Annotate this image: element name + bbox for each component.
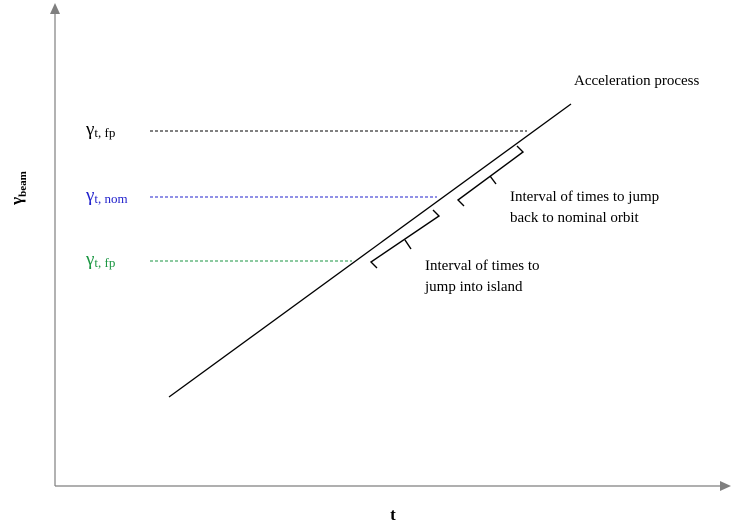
bracket-lower-label: Interval of times to jump into island: [424, 258, 543, 295]
bracket-lower-line2: jump into island: [424, 279, 523, 295]
axes: [50, 3, 731, 491]
level-label-fp-bottom-sub: t, fp: [94, 255, 115, 270]
x-axis-arrow: [720, 481, 731, 491]
level-label-fp-bottom-main: γ: [85, 249, 94, 270]
bracket-upper-line2: back to nominal orbit: [510, 210, 640, 226]
bracket-upper-line1: Interval of times to jump: [510, 189, 659, 205]
bracket-lower: [369, 209, 441, 269]
x-axis-label: t: [390, 505, 396, 524]
acceleration-process-label: Acceleration process: [574, 73, 700, 89]
bracket-lower-tick: [404, 239, 412, 250]
bracket-upper-label: Interval of times to jump back to nomina…: [510, 189, 663, 226]
y-axis-label: γbeam: [7, 171, 29, 206]
level-label-nom-main: γ: [85, 185, 94, 206]
level-label-fp-top: γt, fp: [85, 119, 115, 140]
acceleration-line: [168, 103, 572, 398]
level-label-fp-top-sub: t, fp: [94, 125, 115, 140]
level-label-fp-top-main: γ: [85, 119, 94, 140]
y-axis-label-sub: beam: [17, 171, 29, 197]
level-label-fp-bottom: γt, fp: [85, 249, 115, 270]
bracket-upper-tick: [489, 175, 497, 185]
bracket-lower-line1: Interval of times to: [425, 258, 540, 274]
level-label-nom-sub: t, nom: [94, 191, 127, 206]
y-axis-label-main: γ: [7, 197, 26, 206]
y-axis-arrow: [50, 3, 60, 14]
level-label-nom: γt, nom: [85, 185, 128, 206]
